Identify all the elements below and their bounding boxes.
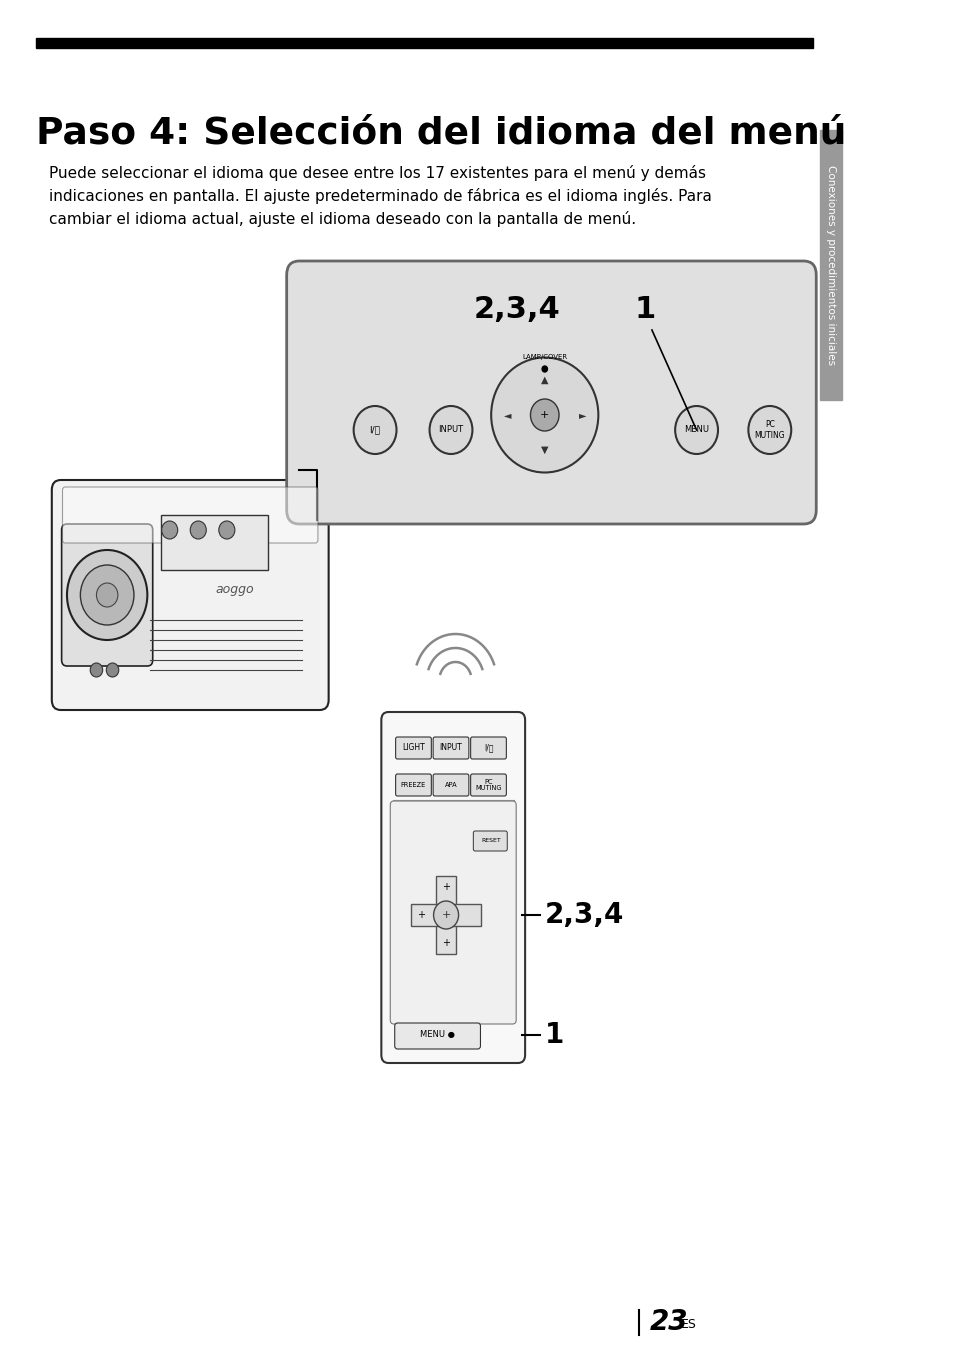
Text: +: +: [539, 410, 549, 420]
Bar: [436, 876, 456, 955]
Text: ◄: ◄: [503, 410, 511, 420]
Text: PC
MUTING: PC MUTING: [754, 420, 784, 439]
Text: +: +: [441, 882, 450, 892]
Text: 2,3,4: 2,3,4: [544, 900, 623, 929]
Text: ▼: ▼: [540, 445, 548, 456]
Text: aoggo: aoggo: [215, 584, 253, 596]
FancyBboxPatch shape: [473, 831, 507, 850]
FancyBboxPatch shape: [433, 737, 468, 758]
FancyBboxPatch shape: [470, 737, 506, 758]
FancyBboxPatch shape: [470, 773, 506, 796]
Bar: [161, 515, 268, 571]
FancyBboxPatch shape: [63, 487, 317, 544]
Text: 23: 23: [649, 1307, 688, 1336]
FancyBboxPatch shape: [395, 1023, 480, 1049]
Circle shape: [747, 406, 790, 454]
Bar: [819, 130, 841, 400]
Circle shape: [530, 399, 558, 431]
FancyBboxPatch shape: [286, 261, 816, 525]
Circle shape: [429, 406, 472, 454]
Text: ES: ES: [679, 1318, 696, 1332]
Text: +: +: [416, 910, 425, 919]
Circle shape: [106, 662, 119, 677]
Bar: [35, 38, 812, 49]
Circle shape: [67, 550, 147, 639]
FancyBboxPatch shape: [62, 525, 152, 667]
Text: ▲: ▲: [540, 375, 548, 385]
FancyBboxPatch shape: [390, 800, 516, 1023]
Circle shape: [354, 406, 396, 454]
Text: INPUT: INPUT: [438, 426, 463, 434]
Circle shape: [541, 366, 547, 372]
FancyBboxPatch shape: [395, 737, 431, 758]
Text: 1: 1: [544, 1021, 563, 1049]
Text: MENU ●: MENU ●: [419, 1030, 455, 1040]
Text: 2,3,4: 2,3,4: [473, 295, 559, 324]
Text: FREEZE: FREEZE: [400, 781, 426, 788]
Circle shape: [91, 662, 103, 677]
Circle shape: [80, 565, 133, 625]
Text: I/⏻: I/⏻: [369, 426, 380, 434]
Text: LAMP/COVER: LAMP/COVER: [521, 354, 567, 360]
Text: RESET: RESET: [481, 837, 500, 842]
Text: Conexiones y procedimientos iniciales: Conexiones y procedimientos iniciales: [825, 165, 835, 365]
Text: PC
MUTING: PC MUTING: [475, 779, 501, 791]
Text: Paso 4: Selección del idioma del menú: Paso 4: Selección del idioma del menú: [35, 115, 845, 151]
Text: APA: APA: [444, 781, 456, 788]
Circle shape: [96, 583, 118, 607]
Text: ►: ►: [578, 410, 585, 420]
Text: +: +: [441, 910, 451, 919]
Circle shape: [433, 900, 458, 929]
Text: LIGHT: LIGHT: [401, 744, 424, 753]
Text: 1: 1: [634, 295, 655, 324]
Circle shape: [218, 521, 234, 539]
Circle shape: [161, 521, 177, 539]
Bar: [411, 904, 480, 926]
Circle shape: [675, 406, 718, 454]
FancyBboxPatch shape: [381, 713, 524, 1063]
FancyBboxPatch shape: [51, 480, 328, 710]
FancyBboxPatch shape: [395, 773, 431, 796]
Circle shape: [190, 521, 206, 539]
Text: MENU: MENU: [683, 426, 708, 434]
FancyBboxPatch shape: [433, 773, 468, 796]
Text: Puede seleccionar el idioma que desee entre los 17 existentes para el menú y dem: Puede seleccionar el idioma que desee en…: [49, 165, 711, 227]
Text: INPUT: INPUT: [439, 744, 462, 753]
Ellipse shape: [491, 357, 598, 472]
Text: I/⏻: I/⏻: [483, 744, 493, 753]
Text: +: +: [441, 938, 450, 948]
